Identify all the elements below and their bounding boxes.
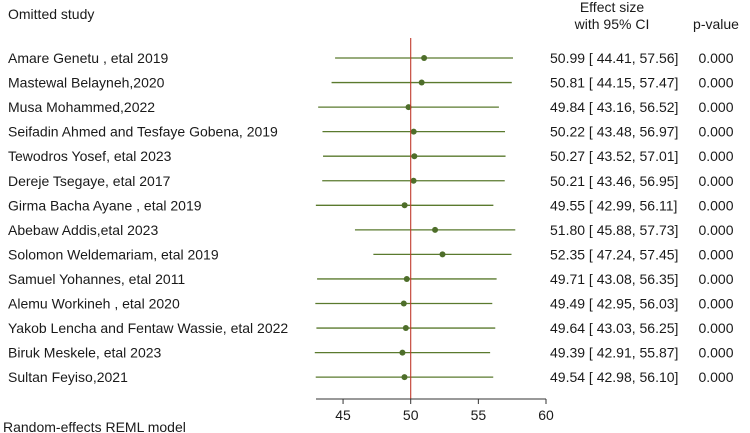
study-row: Girma Bacha Ayane , etal 2019 49.55 [ 42.… [8, 197, 734, 213]
study-row: Abebaw Addis,etal 2023 51.80 [ 45.88, 57.… [8, 222, 734, 238]
effect-ci-text: 49.64 [ 43.03, 56.25] [550, 320, 678, 336]
header-study: Omitted study [8, 6, 94, 22]
x-tick-label: 45 [335, 407, 351, 423]
study-row: Musa Mohammed,2022 49.84 [ 43.16, 56.52] 0… [8, 99, 734, 115]
study-row: Alemu Workineh , etal 2020 49.49 [ 42.95,… [8, 296, 734, 312]
study-label: Abebaw Addis,etal 2023 [8, 222, 158, 238]
footnote: Random-effects REML model [3, 419, 186, 433]
p-value-text: 0.000 [698, 75, 733, 91]
point-estimate [400, 300, 407, 307]
study-row: Yakob Lencha and Fentaw Wassie, etal 202… [8, 320, 734, 336]
header-effect-line2: with 95% CI [574, 16, 650, 32]
p-value-text: 0.000 [698, 148, 733, 164]
study-label: Samuel Yohannes, etal 2011 [8, 271, 185, 287]
p-value-text: 0.000 [698, 124, 733, 140]
p-value-text: 0.000 [698, 246, 733, 262]
study-row: Seifadin Ahmed and Tesfaye Gobena, 2019 5… [8, 124, 734, 140]
study-row: Tewodros Yosef, etal 2023 50.27 [ 43.52, … [8, 148, 734, 164]
effect-ci-text: 49.49 [ 42.95, 56.03] [550, 296, 678, 312]
point-estimate [405, 104, 412, 111]
study-row: Amare Genetu , etal 2019 50.99 [ 44.41, 5… [8, 50, 734, 66]
study-label: Dereje Tsegaye, etal 2017 [8, 173, 171, 189]
study-row: Solomon Weldemariam, etal 2019 52.35 [ 47… [8, 246, 734, 262]
x-tick-label: 60 [538, 407, 554, 423]
point-estimate [432, 226, 439, 233]
p-value-text: 0.000 [698, 345, 733, 361]
study-label: Alemu Workineh , etal 2020 [8, 296, 180, 312]
study-label: Tewodros Yosef, etal 2023 [8, 148, 172, 164]
effect-ci-text: 49.71 [ 43.08, 56.35] [550, 271, 678, 287]
point-estimate [421, 55, 428, 61]
study-label: Mastewal Belayneh,2020 [8, 75, 165, 91]
p-value-text: 0.000 [698, 50, 733, 66]
effect-ci-text: 50.22 [ 43.48, 56.97] [550, 124, 678, 140]
study-label: Sultan Feyiso,2021 [8, 369, 128, 385]
study-label: Amare Genetu , etal 2019 [8, 50, 169, 66]
effect-ci-text: 51.80 [ 45.88, 57.73] [550, 222, 678, 238]
p-value-text: 0.000 [698, 369, 733, 385]
effect-ci-text: 49.55 [ 42.99, 56.11] [550, 197, 677, 213]
point-estimate [410, 177, 417, 184]
point-estimate [399, 349, 406, 356]
point-estimate [411, 153, 418, 160]
study-label: Solomon Weldemariam, etal 2019 [8, 246, 219, 262]
p-value-text: 0.000 [698, 222, 733, 238]
header-pvalue: p-value [693, 16, 739, 32]
effect-ci-text: 49.84 [ 43.16, 56.52] [550, 99, 678, 115]
effect-ci-text: 49.39 [ 42.91, 55.87] [550, 345, 678, 361]
header-effect-line1: Effect size [580, 0, 645, 15]
point-estimate [418, 79, 425, 86]
study-label: Girma Bacha Ayane , etal 2019 [8, 197, 202, 213]
p-value-text: 0.000 [698, 271, 733, 287]
study-row: Biruk Meskele, etal 2023 49.39 [ 42.91, 5… [8, 345, 734, 361]
p-value-text: 0.000 [698, 296, 733, 312]
point-estimate [403, 275, 410, 282]
p-value-text: 0.000 [698, 320, 733, 336]
effect-ci-text: 50.27 [ 43.52, 57.01] [550, 148, 678, 164]
x-axis: 45 50 55 60 [316, 398, 554, 423]
study-label: Seifadin Ahmed and Tesfaye Gobena, 2019 [8, 124, 278, 140]
effect-ci-text: 50.99 [ 44.41, 57.56] [550, 50, 678, 66]
point-estimate [401, 374, 408, 381]
effect-ci-text: 50.21 [ 43.46, 56.95] [550, 173, 678, 189]
study-label: Biruk Meskele, etal 2023 [8, 345, 162, 361]
p-value-text: 0.000 [698, 197, 733, 213]
effect-ci-text: 50.81 [ 44.15, 57.47] [550, 75, 678, 91]
effect-ci-text: 52.35 [ 47.24, 57.45] [550, 246, 678, 262]
x-tick-label: 50 [403, 407, 419, 423]
x-tick-label: 55 [471, 407, 487, 423]
p-value-text: 0.000 [698, 173, 733, 189]
effect-ci-text: 49.54 [ 42.98, 56.10] [550, 369, 678, 385]
study-row: Mastewal Belayneh,2020 50.81 [ 44.15, 57.… [8, 75, 734, 91]
point-estimate [401, 202, 408, 209]
study-label: Yakob Lencha and Fentaw Wassie, etal 202… [8, 320, 288, 336]
study-row: Dereje Tsegaye, etal 2017 50.21 [ 43.46, … [8, 173, 734, 189]
study-row: Sultan Feyiso,2021 49.54 [ 42.98, 56.10] 0… [8, 369, 734, 385]
study-rows: Amare Genetu , etal 2019 50.99 [ 44.41, 5… [8, 50, 734, 385]
point-estimate [402, 325, 409, 332]
p-value-text: 0.000 [698, 99, 733, 115]
point-estimate [410, 128, 417, 135]
point-estimate [439, 251, 446, 258]
study-row: Samuel Yohannes, etal 2011 49.71 [ 43.08,… [8, 271, 734, 287]
study-label: Musa Mohammed,2022 [8, 99, 155, 115]
